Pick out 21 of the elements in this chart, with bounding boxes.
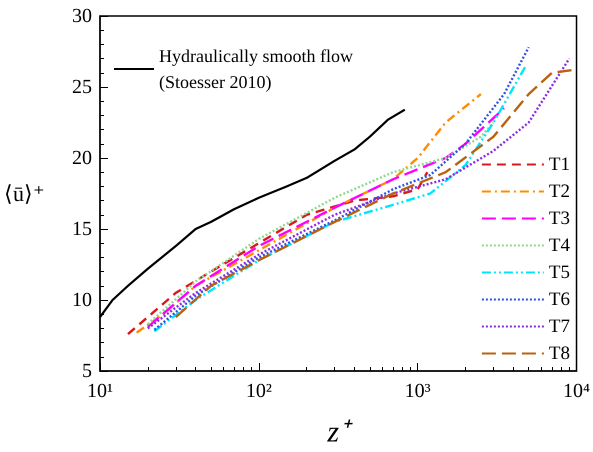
x-tick-label: 10³ — [404, 380, 431, 402]
y-tick-label: 25 — [72, 76, 92, 98]
y-axis-title: ⟨ū⟩⁺ — [4, 181, 45, 206]
legend-label: T8 — [548, 343, 570, 364]
y-tick-label: 20 — [72, 147, 92, 169]
legend-label: T7 — [548, 316, 570, 337]
legend-label: T4 — [548, 235, 570, 256]
x-axis-title: z⁺ — [326, 416, 354, 448]
y-tick-label: 30 — [72, 5, 92, 27]
legend-label: T1 — [548, 154, 570, 175]
y-tick-label: 15 — [72, 218, 92, 240]
y-tick-label: 5 — [82, 360, 92, 382]
legend-label: T2 — [548, 181, 570, 202]
x-tick-label: 10⁴ — [563, 380, 590, 402]
legend-label: Hydraulically smooth flow (Stoesser 2010) — [159, 46, 353, 92]
y-tick-label: 10 — [72, 289, 92, 311]
legend-label: T3 — [548, 208, 570, 229]
x-tick-label: 10¹ — [87, 380, 113, 402]
legend-label: T6 — [548, 289, 570, 310]
x-tick-label: 10² — [246, 380, 272, 402]
legend-label: T5 — [548, 262, 570, 283]
